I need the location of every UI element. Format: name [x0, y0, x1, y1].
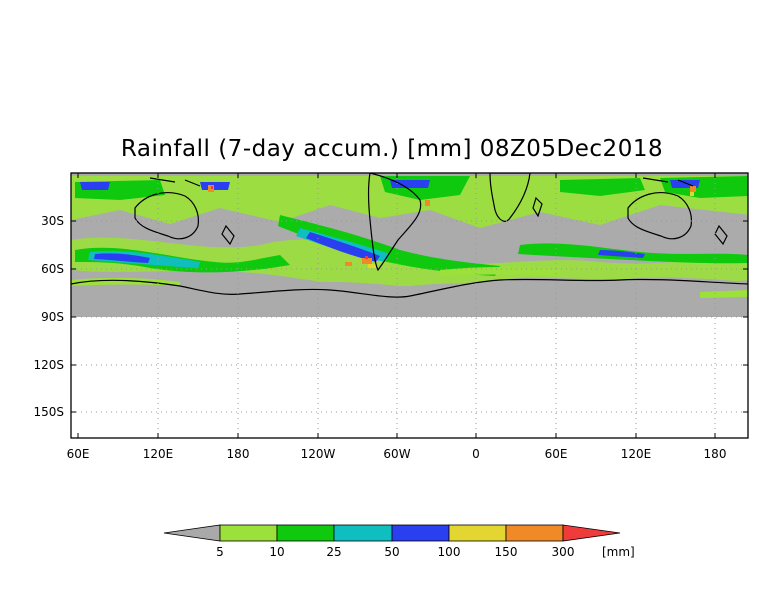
plot-frame [70, 172, 749, 439]
colorbar-label: 5 [216, 545, 224, 559]
australia-coast-left [134, 192, 200, 240]
coastlines [71, 173, 748, 298]
colorbar-segment [333, 524, 393, 542]
rainfall-bands [71, 173, 748, 317]
colorbar-arrow-high [562, 524, 621, 542]
colorbar-segment [505, 524, 564, 542]
y-tick-label: 120S [33, 358, 64, 372]
colorbar-label: 10 [269, 545, 284, 559]
x-tick-label: 60E [545, 447, 568, 461]
new-zealand-coast-left [221, 224, 235, 246]
x-tick-label: 180 [704, 447, 727, 461]
madagascar-coast [532, 196, 543, 218]
africa-coast [489, 173, 531, 222]
x-axis: 60E 120E 180 120W 60W 0 60E 120E 180 [67, 173, 727, 461]
x-tick-label: 180 [227, 447, 250, 461]
x-tick-label: 0 [472, 447, 480, 461]
antarctica-region [71, 277, 748, 317]
australia-coast-right [627, 192, 693, 240]
x-tick-label: 60W [383, 447, 410, 461]
x-tick-label: 60E [67, 447, 90, 461]
rain-band-blue-1 [306, 232, 380, 262]
rain-band-tropics-blue [80, 180, 700, 190]
rain-band-blue-2 [94, 253, 150, 263]
x-tick-label: 120W [301, 447, 336, 461]
x-tick-label: 120E [143, 447, 174, 461]
y-tick-label: 150S [33, 405, 64, 419]
grid-lines [71, 173, 748, 438]
colorbar-label: 300 [552, 545, 575, 559]
colorbar-segment [219, 524, 278, 542]
south-america-coast [367, 173, 422, 272]
y-tick-label: 30S [41, 214, 64, 228]
y-axis: 30S 60S 90S 120S 150S [33, 214, 748, 419]
y-tick-label: 90S [41, 310, 64, 324]
colorbar-segment [391, 524, 450, 542]
colorbar-segment [276, 524, 335, 542]
colorbar-unit: [mm] [602, 545, 635, 559]
colorbar-arrow-low [163, 524, 221, 542]
y-tick-label: 60S [41, 262, 64, 276]
colorbar-label: 50 [384, 545, 399, 559]
rain-band-green-2 [278, 215, 500, 276]
colorbar: 5 10 25 50 100 150 300 [mm] [163, 524, 635, 559]
map-title: Rainfall (7-day accum.) [mm] 08Z05Dec201… [120, 136, 664, 162]
indonesia-coast-left [149, 177, 201, 187]
indonesia-coast-right [642, 177, 694, 187]
colorbar-label: 100 [438, 545, 461, 559]
x-tick-label: 120E [621, 447, 652, 461]
colorbar-segment [448, 524, 507, 542]
colorbar-label: 25 [326, 545, 341, 559]
colorbar-label: 150 [495, 545, 518, 559]
new-zealand-coast-right [714, 224, 728, 246]
antarctica-coast [71, 278, 748, 298]
rain-band-blue-3 [598, 250, 645, 258]
